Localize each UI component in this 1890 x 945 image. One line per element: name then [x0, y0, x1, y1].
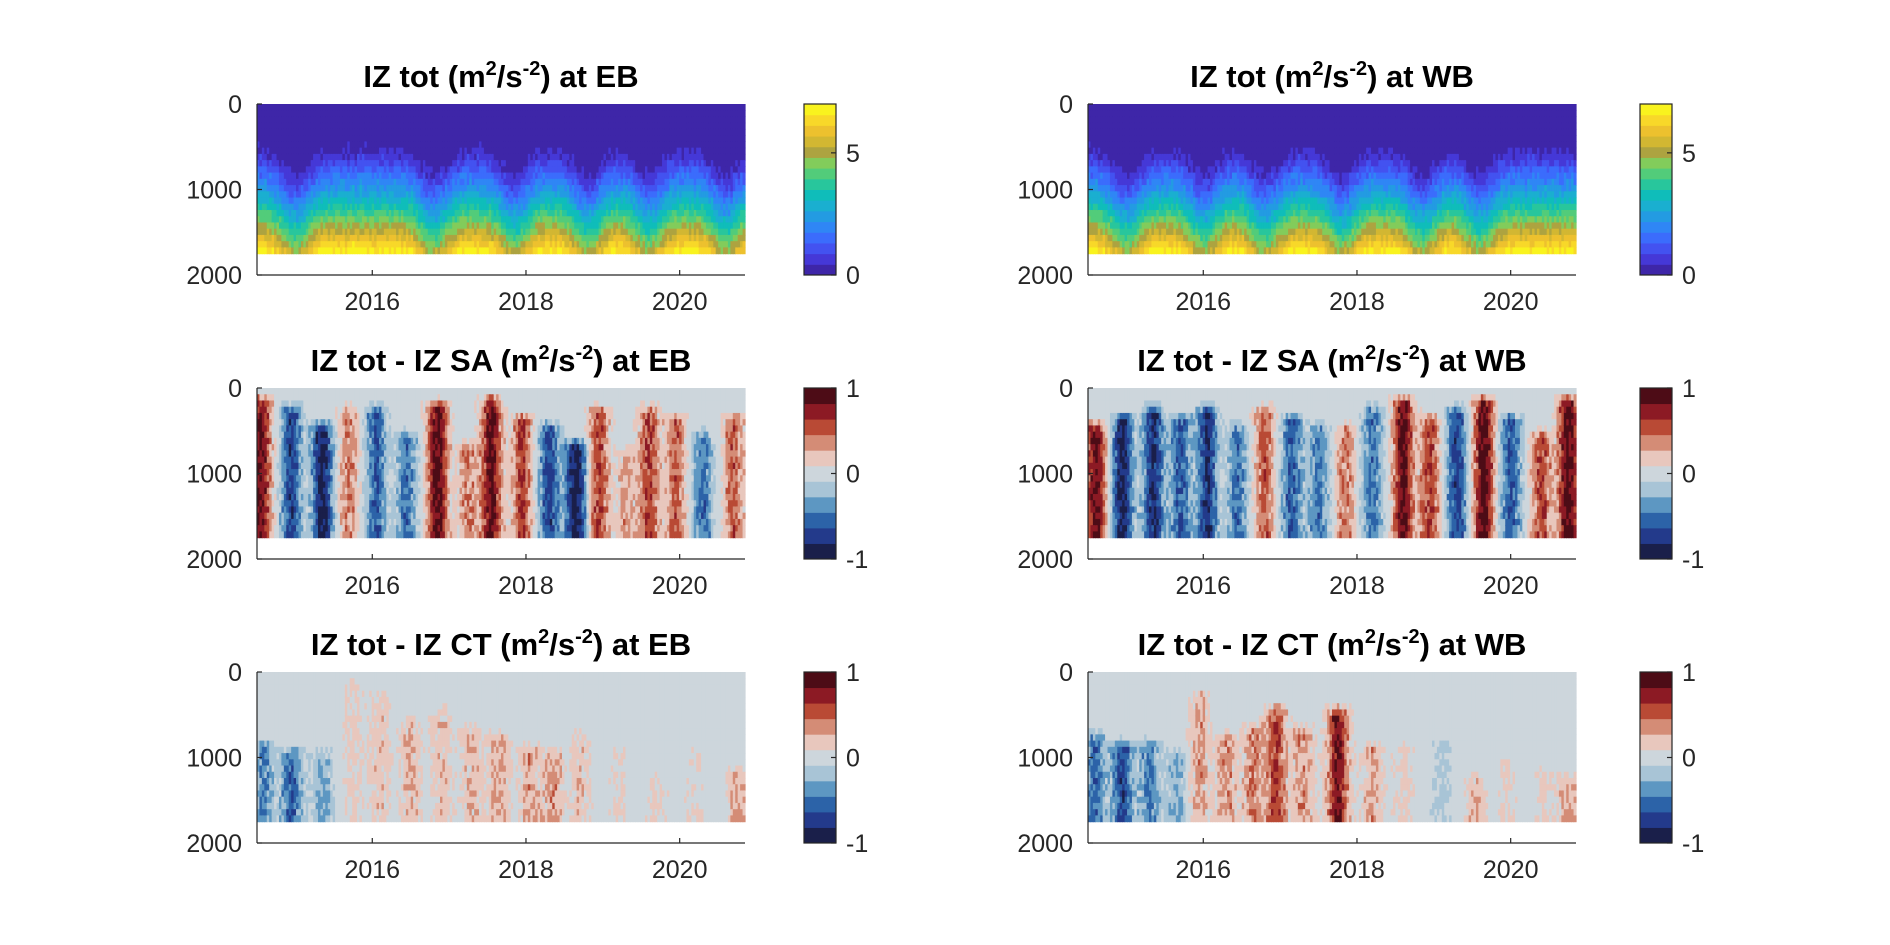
colorbar-swatch [804, 232, 836, 243]
heatmap-cell [743, 235, 746, 242]
heatmap-cell [743, 135, 746, 142]
heatmap-cell [743, 104, 746, 111]
colorbar-swatch [804, 211, 836, 222]
panel-wb-total: IZ tot (m2/s-2) at WB0100020002016 2018 20… [1017, 58, 1696, 316]
colorbar-swatch [804, 104, 836, 115]
heatmap-cell [743, 110, 746, 117]
heatmap-cell [743, 129, 746, 136]
colorbar-swatch [804, 115, 836, 126]
colorbar-swatch [804, 157, 836, 168]
heatmap-cell [743, 216, 746, 223]
panel-title: IZ tot (m2/s-2) at EB [363, 58, 638, 94]
heatmap-cell [743, 123, 746, 130]
colorbar-swatch [804, 168, 836, 179]
y-tick-label: 0 [228, 91, 242, 119]
y-tick-label: 2000 [186, 262, 242, 290]
colorbar-swatch [804, 243, 836, 254]
heatmap-cell [743, 204, 746, 211]
heatmap-field [1088, 104, 1577, 254]
heatmap-cell [743, 173, 746, 180]
colorbar-swatch [804, 136, 836, 147]
heatmap-cell [743, 229, 746, 236]
heatmap-cell [743, 160, 746, 167]
colorbar-tick-label: 5 [846, 140, 860, 168]
heatmap-cell [743, 222, 746, 229]
y-tick-label: 1000 [186, 177, 242, 205]
colorbar-swatch [804, 179, 836, 190]
heatmap-cell [743, 185, 746, 192]
panel-eb-total: IZ tot (m2/s-2) at EB 0 1000 2000 2016 2018 20… [186, 58, 860, 316]
panel-title: IZ tot (m2/s-2) at WB [1190, 58, 1474, 94]
x-tick-label: 2018 [498, 288, 554, 316]
heatmap-cell [743, 247, 746, 254]
colorbar-swatch [804, 125, 836, 136]
heatmap-cell [743, 154, 746, 161]
heatmap-cell [743, 210, 746, 217]
x-tick-label: 2016 [344, 288, 400, 316]
heatmap-cell [743, 166, 746, 173]
heatmap-field [257, 104, 746, 254]
heatmap-cell [743, 179, 746, 186]
x-tick-label: 2020 [652, 288, 708, 316]
colorbar-swatch [804, 264, 836, 275]
heatmap-cell [743, 191, 746, 198]
heatmap-cell [743, 116, 746, 123]
colorbar: 05 [804, 104, 860, 290]
heatmap-cell [743, 148, 746, 155]
colorbar-swatch [804, 254, 836, 265]
heatmap-cell [743, 141, 746, 148]
heatmap-cell [743, 241, 746, 248]
colorbar-swatch [804, 190, 836, 201]
colorbar-tick-label: 0 [846, 262, 860, 290]
colorbar-swatch [804, 200, 836, 211]
colorbar-swatch [804, 222, 836, 233]
heatmap-cell [743, 198, 746, 205]
